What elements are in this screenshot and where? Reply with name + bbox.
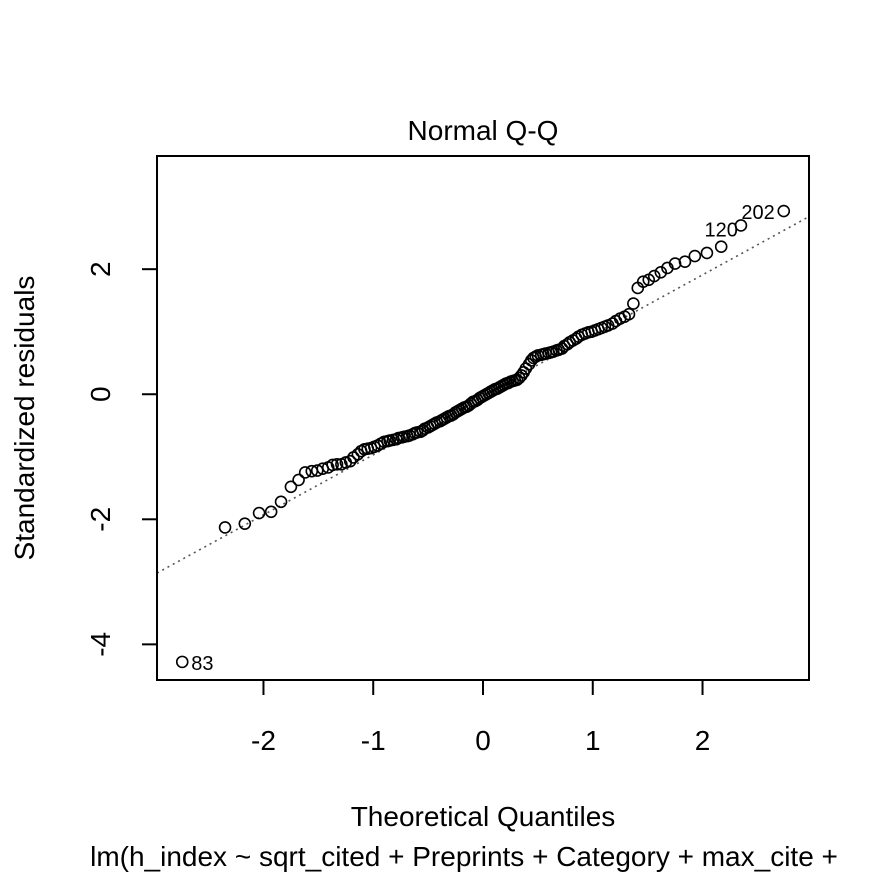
data-point <box>734 219 748 232</box>
data-point <box>654 266 668 279</box>
data-point <box>714 240 728 253</box>
data-point <box>252 506 266 520</box>
x-tick-label: 2 <box>695 725 711 756</box>
data-point <box>622 307 636 321</box>
data-point <box>515 369 528 382</box>
point-label: 120 <box>705 220 738 242</box>
data-point <box>274 495 288 509</box>
data-point <box>636 275 650 288</box>
y-tick-label: 2 <box>85 261 116 277</box>
y-axis: -4 -2 0 2 <box>85 261 158 657</box>
data-point <box>264 505 278 519</box>
data-point <box>326 458 339 472</box>
chart-title: Normal Q-Q <box>408 115 559 146</box>
data-point <box>310 464 324 477</box>
data-point <box>678 255 692 268</box>
data-point <box>777 204 791 218</box>
point-label: 202 <box>741 202 774 224</box>
data-point <box>647 269 661 283</box>
x-axis: -2 -1 0 1 2 <box>251 679 711 756</box>
data-point <box>175 655 189 669</box>
x-axis-label: Theoretical Quantiles <box>351 801 616 832</box>
data-point <box>292 473 305 487</box>
data-point <box>330 457 344 471</box>
data-point <box>510 373 524 387</box>
data-point <box>298 466 312 479</box>
model-formula: lm(h_index ~ sqrt_cited + Preprints + Ca… <box>90 841 838 872</box>
point-label: 83 <box>191 653 213 675</box>
data-point <box>700 246 714 260</box>
data-point <box>343 454 357 468</box>
data-point <box>238 517 252 530</box>
y-tick-label: 0 <box>85 386 116 402</box>
data-points <box>175 204 791 669</box>
data-point <box>218 521 232 534</box>
data-point <box>688 249 702 263</box>
x-tick-label: 0 <box>475 725 491 756</box>
y-tick-label: -2 <box>85 507 116 532</box>
data-point <box>627 297 640 310</box>
y-axis-label: Standardized residuals <box>9 276 40 561</box>
x-tick-label: -2 <box>251 725 276 756</box>
x-tick-label: -1 <box>361 725 386 756</box>
reference-line <box>156 215 810 574</box>
y-tick-label: -4 <box>85 632 116 657</box>
data-point <box>284 480 298 494</box>
x-tick-label: 1 <box>585 725 601 756</box>
